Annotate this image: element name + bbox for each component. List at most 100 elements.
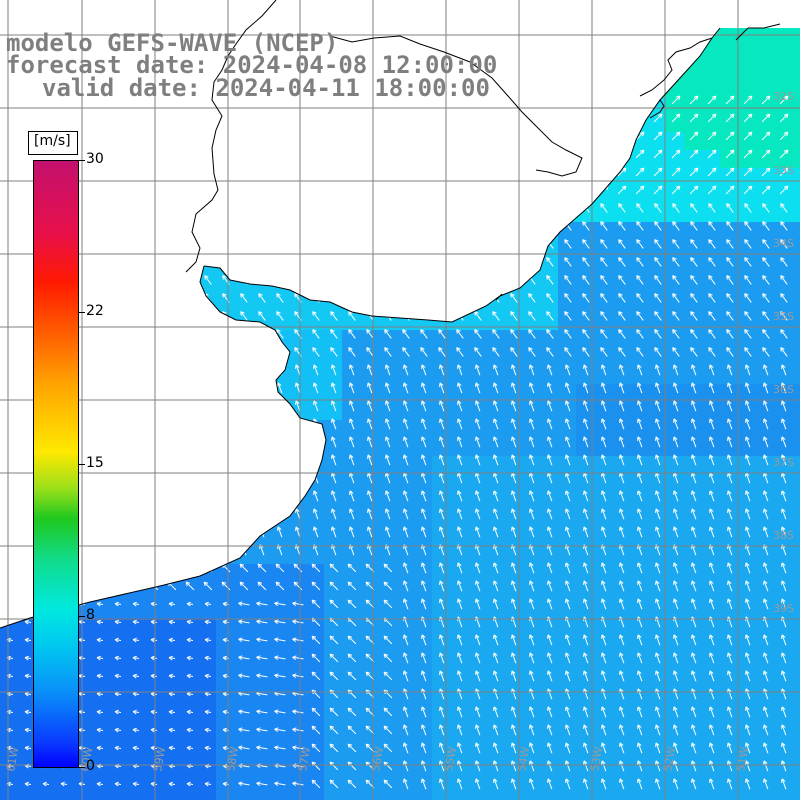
wind-speed-cell [504, 672, 522, 690]
wind-speed-cell [792, 366, 800, 384]
wind-speed-cell [774, 636, 792, 654]
wind-arrow [168, 203, 176, 213]
wind-arrow [241, 526, 247, 538]
wind-speed-cell [306, 654, 324, 672]
wind-speed-cell [90, 276, 108, 294]
wind-speed-cell [342, 348, 360, 366]
wind-speed-cell [126, 636, 144, 654]
wind-speed-cell [396, 204, 414, 222]
wind-speed-cell [216, 744, 234, 762]
wind-speed-cell [198, 690, 216, 708]
wind-arrow [295, 418, 301, 430]
wind-arrow [240, 203, 248, 213]
wind-arrow [150, 203, 158, 213]
wind-speed-cell [468, 546, 486, 564]
wind-speed-cell [576, 528, 594, 546]
wind-speed-cell [90, 330, 108, 348]
wind-arrow [330, 239, 338, 249]
wind-speed-cell [432, 258, 450, 276]
wind-speed-cell [630, 456, 648, 474]
wind-speed-cell [378, 708, 396, 726]
wind-arrow [168, 257, 176, 267]
wind-speed-cell [450, 762, 468, 780]
wind-speed-cell [144, 204, 162, 222]
wind-speed-cell [576, 438, 594, 456]
wind-speed-cell [126, 438, 144, 456]
wind-speed-cell [540, 204, 558, 222]
wind-speed-cell [738, 582, 756, 600]
wind-speed-cell [486, 744, 504, 762]
wind-arrow [223, 382, 229, 394]
wind-speed-cell [162, 366, 180, 384]
wind-speed-cell [612, 132, 630, 150]
wind-arrow [97, 436, 103, 448]
wind-speed-cell [0, 780, 18, 798]
wind-arrow [384, 221, 392, 231]
wind-speed-cell [504, 654, 522, 672]
wind-speed-cell [72, 114, 90, 132]
wind-speed-cell [378, 672, 396, 690]
wind-speed-cell [774, 762, 792, 780]
wind-speed-cell [540, 438, 558, 456]
wind-speed-cell [486, 294, 504, 312]
wind-speed-cell [684, 672, 702, 690]
wind-arrow [168, 347, 176, 357]
wind-arrow [187, 364, 193, 376]
wind-speed-cell [576, 168, 594, 186]
wind-speed-cell [738, 672, 756, 690]
wind-speed-cell [774, 546, 792, 564]
wind-speed-cell [270, 132, 288, 150]
wind-speed-cell [468, 708, 486, 726]
wind-speed-cell [0, 654, 18, 672]
wind-arrow [97, 364, 103, 376]
wind-speed-cell [414, 654, 432, 672]
wind-speed-cell [306, 780, 324, 798]
wind-speed-cell [162, 420, 180, 438]
wind-speed-cell [90, 168, 108, 186]
wind-speed-cell [342, 672, 360, 690]
wind-arrow [258, 131, 266, 141]
wind-speed-cell [756, 366, 774, 384]
wind-speed-cell [738, 762, 756, 780]
wind-speed-cell [360, 276, 378, 294]
wind-speed-cell [234, 204, 252, 222]
wind-speed-cell [126, 546, 144, 564]
wind-speed-cell [342, 294, 360, 312]
wind-speed-cell [630, 258, 648, 276]
wind-speed-cell [720, 708, 738, 726]
wind-speed-cell [324, 456, 342, 474]
wind-speed-cell [648, 294, 666, 312]
wind-speed-cell [288, 672, 306, 690]
wind-speed-cell [666, 600, 684, 618]
wind-speed-cell [666, 438, 684, 456]
wind-speed-cell [612, 528, 630, 546]
wind-arrow [474, 275, 482, 285]
wind-arrow [330, 221, 338, 231]
wind-speed-cell [144, 258, 162, 276]
wind-arrow [258, 113, 266, 123]
wind-arrow [510, 131, 518, 141]
wind-speed-cell [522, 762, 540, 780]
wind-arrow [24, 185, 32, 195]
wind-speed-cell [666, 312, 684, 330]
wind-speed-cell [396, 258, 414, 276]
wind-speed-cell [540, 402, 558, 420]
wind-arrow [24, 167, 32, 177]
wind-arrow [348, 113, 356, 123]
wind-speed-cell [0, 438, 18, 456]
wind-arrow [402, 131, 410, 141]
wind-speed-cell [252, 474, 270, 492]
wind-speed-cell [144, 366, 162, 384]
wind-speed-cell [324, 510, 342, 528]
wind-arrow [366, 131, 374, 141]
wind-speed-cell [396, 222, 414, 240]
wind-speed-cell [738, 60, 756, 78]
wind-speed-cell [684, 366, 702, 384]
wind-speed-cell [450, 438, 468, 456]
wind-speed-cell [234, 492, 252, 510]
wind-speed-cell [342, 402, 360, 420]
wind-arrow [259, 508, 265, 520]
wind-speed-cell [792, 708, 800, 726]
wind-speed-cell [270, 168, 288, 186]
